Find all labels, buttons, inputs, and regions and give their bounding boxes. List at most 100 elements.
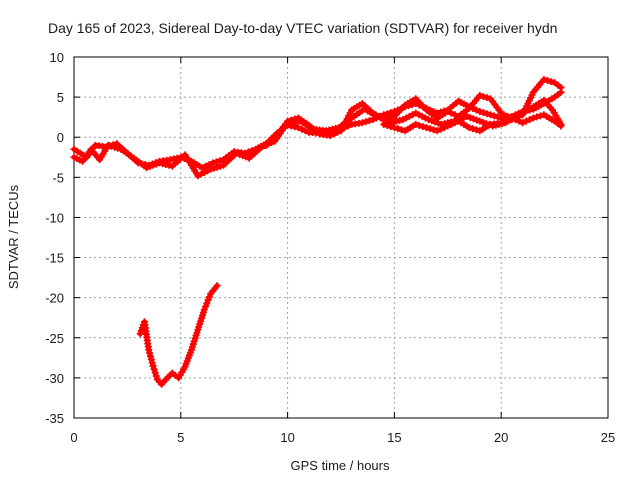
data-point xyxy=(362,118,370,126)
data-point xyxy=(209,159,217,167)
data-point xyxy=(330,130,338,138)
data-point xyxy=(389,118,397,126)
data-point xyxy=(557,83,565,91)
data-point xyxy=(444,108,452,116)
data-point xyxy=(497,119,505,127)
data-point xyxy=(380,120,388,128)
data-point xyxy=(148,359,156,367)
data-point xyxy=(155,159,163,167)
data-point xyxy=(515,117,523,125)
data-point xyxy=(301,127,309,135)
data-point xyxy=(165,161,173,169)
data-point xyxy=(504,116,512,124)
data-point xyxy=(205,160,213,168)
data-point xyxy=(451,111,459,119)
data-point xyxy=(396,116,404,124)
x-tick-label: 15 xyxy=(387,430,401,445)
data-point xyxy=(466,114,474,122)
data-point xyxy=(166,156,174,164)
data-point xyxy=(431,118,439,126)
data-point xyxy=(447,109,455,117)
data-point xyxy=(444,122,452,130)
data-point xyxy=(258,143,266,151)
y-tick-label: -30 xyxy=(45,371,64,386)
x-tick-label: 20 xyxy=(494,430,508,445)
data-point xyxy=(430,126,438,134)
y-tick-label: -35 xyxy=(45,411,64,426)
data-point xyxy=(398,126,406,134)
data-point xyxy=(465,124,473,132)
plot-frame xyxy=(73,56,609,419)
data-point xyxy=(469,125,477,133)
series-track-2 xyxy=(70,96,565,180)
y-tick-labels: 10 5 0 -5 -10 -15 -20 -25 -30 -35 xyxy=(45,50,64,426)
data-point xyxy=(483,94,491,102)
data-point xyxy=(146,352,154,360)
data-series xyxy=(70,75,565,388)
data-point xyxy=(483,110,491,118)
data-point xyxy=(114,144,122,152)
data-point xyxy=(476,108,484,116)
data-point xyxy=(146,349,154,357)
y-tick-label: -15 xyxy=(45,251,64,266)
data-point xyxy=(383,121,391,129)
data-point xyxy=(508,114,516,122)
data-point xyxy=(557,122,565,130)
data-point xyxy=(216,162,224,170)
data-point xyxy=(170,155,178,163)
data-point xyxy=(202,302,210,310)
data-point xyxy=(204,296,212,304)
data-point xyxy=(333,128,341,136)
data-point xyxy=(326,132,334,140)
y-axis-label: SDTVAR / TECUs xyxy=(6,184,21,289)
data-point xyxy=(298,125,306,133)
data-point xyxy=(434,119,442,127)
data-point xyxy=(328,125,336,133)
data-point xyxy=(358,119,366,127)
data-point xyxy=(242,153,250,161)
data-point xyxy=(412,120,420,128)
data-point xyxy=(473,116,481,124)
data-point xyxy=(213,282,221,290)
data-point xyxy=(383,115,391,123)
data-point xyxy=(533,113,541,121)
data-point xyxy=(415,121,423,129)
data-point xyxy=(145,346,153,354)
data-point xyxy=(426,125,434,133)
data-point xyxy=(419,123,427,131)
data-point xyxy=(244,148,252,156)
y-tick-label: 10 xyxy=(50,50,64,65)
data-point xyxy=(522,117,530,125)
data-point xyxy=(143,164,151,172)
data-point xyxy=(203,299,211,307)
data-point xyxy=(487,111,495,119)
data-point xyxy=(425,116,433,124)
data-point xyxy=(501,117,509,125)
data-point xyxy=(529,114,537,122)
data-point xyxy=(394,125,402,133)
x-tick-label: 10 xyxy=(280,430,294,445)
y-tick-label: 5 xyxy=(57,90,64,105)
data-point xyxy=(291,115,299,123)
data-point xyxy=(536,112,544,120)
data-point xyxy=(210,164,218,172)
data-point xyxy=(479,93,487,101)
data-point xyxy=(287,116,295,124)
data-point xyxy=(463,112,471,120)
data-point xyxy=(447,120,455,128)
data-point xyxy=(147,355,155,363)
data-point xyxy=(451,119,459,127)
data-point xyxy=(437,125,445,133)
data-point xyxy=(152,160,160,168)
y-tick-label: -10 xyxy=(45,210,64,225)
data-point xyxy=(547,78,555,86)
data-point xyxy=(202,162,210,170)
data-point xyxy=(200,306,208,314)
data-point xyxy=(479,109,487,117)
data-point xyxy=(433,127,441,135)
y-tick-label: -5 xyxy=(52,170,64,185)
x-axis-label: GPS time / hours xyxy=(291,458,390,473)
data-point xyxy=(494,113,502,121)
data-point xyxy=(440,124,448,132)
